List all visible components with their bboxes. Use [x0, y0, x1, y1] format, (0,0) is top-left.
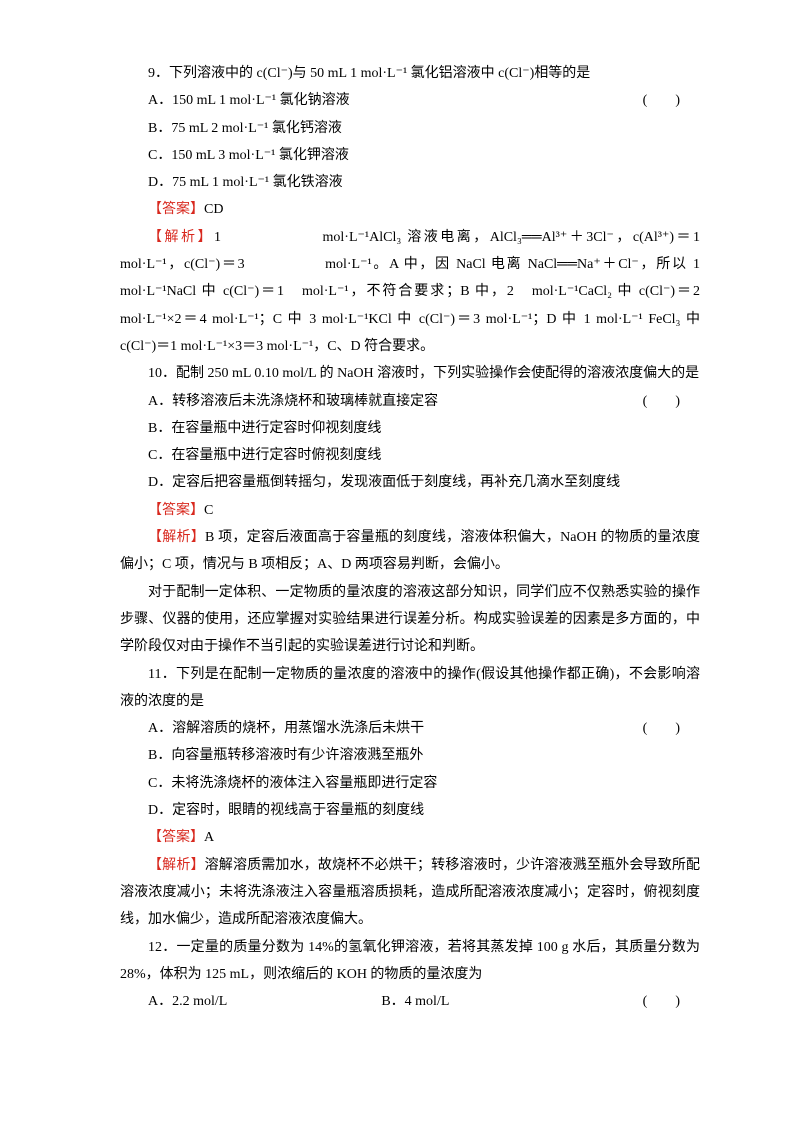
q10-answer-label: 【答案】	[148, 503, 204, 518]
q9-opt-a: A．150 mL 1 mol·L⁻¹ 氯化钠溶液	[120, 87, 700, 114]
q11-answer-label: 【答案】	[148, 830, 204, 845]
q10-opt-c: C．在容量瓶中进行定容时俯视刻度线	[120, 442, 700, 469]
q9-explain-label: 【解析】	[148, 230, 214, 245]
q9-answer-line: 【答案】CD	[120, 196, 700, 223]
q10-explain-label: 【解析】	[148, 530, 205, 545]
q11-answer-line: 【答案】A	[120, 824, 700, 851]
q10-note: 对于配制一定体积、一定物质的量浓度的溶液这部分知识，同学们应不仅熟悉实验的操作步…	[120, 579, 700, 661]
q11-paren: ( )	[643, 715, 680, 742]
q10-answer: C	[204, 503, 213, 518]
q10-stem: 10．配制 250 mL 0.10 mol/L 的 NaOH 溶液时，下列实验操…	[120, 360, 700, 387]
q9-explain-line: 【解析】1 mol·L⁻¹AlCl₃ 溶液电离，AlCl₃══Al³⁺＋3Cl⁻…	[120, 224, 700, 360]
q11-opt-a: A．溶解溶质的烧杯，用蒸馏水洗涤后未烘干	[120, 715, 700, 742]
q11-stem: 11．下列是在配制一定物质的量浓度的溶液中的操作(假设其他操作都正确)，不会影响…	[120, 661, 700, 716]
q11-opt-d: D．定容时，眼睛的视线高于容量瓶的刻度线	[120, 797, 700, 824]
q11-opt-b: B．向容量瓶转移溶液时有少许溶液溅至瓶外	[120, 742, 700, 769]
q9-answer: CD	[204, 202, 223, 217]
q11-explain-label: 【解析】	[148, 858, 205, 873]
q10-opt-a: A．转移溶液后未洗涤烧杯和玻璃棒就直接定容	[120, 388, 700, 415]
q9-stem: 9．下列溶液中的 c(Cl⁻)与 50 mL 1 mol·L⁻¹ 氯化铝溶液中 …	[120, 60, 700, 87]
q11-opt-c: C．未将洗涤烧杯的液体注入容量瓶即进行定容	[120, 770, 700, 797]
q9-opt-c: C．150 mL 3 mol·L⁻¹ 氯化钾溶液	[120, 142, 700, 169]
q9-explain: 1 mol·L⁻¹AlCl₃ 溶液电离，AlCl₃══Al³⁺＋3Cl⁻，c(A…	[120, 230, 700, 354]
q12-opt-a: A．2.2 mol/L	[120, 988, 381, 1015]
q9-paren: ( )	[643, 87, 680, 114]
q10-opt-b: B．在容量瓶中进行定容时仰视刻度线	[120, 415, 700, 442]
q12-paren: ( )	[643, 988, 680, 1015]
q10-opt-d: D．定容后把容量瓶倒转摇匀，发现液面低于刻度线，再补充几滴水至刻度线	[120, 469, 700, 496]
q12-stem: 12．一定量的质量分数为 14%的氢氧化钾溶液，若将其蒸发掉 100 g 水后，…	[120, 934, 700, 989]
q11-explain: 溶解溶质需加水，故烧杯不必烘干；转移溶液时，少许溶液溅至瓶外会导致所配溶液浓度减…	[120, 858, 700, 928]
q12-opts-row: A．2.2 mol/L B．4 mol/L	[120, 988, 643, 1015]
q9-answer-label: 【答案】	[148, 202, 204, 217]
q10-paren: ( )	[643, 388, 680, 415]
q10-explain: B 项，定容后液面高于容量瓶的刻度线，溶液体积偏大，NaOH 的物质的量浓度偏小…	[120, 530, 700, 572]
q11-answer: A	[204, 830, 214, 845]
q11-explain-line: 【解析】溶解溶质需加水，故烧杯不必烘干；转移溶液时，少许溶液溅至瓶外会导致所配溶…	[120, 852, 700, 934]
q9-opt-d: D．75 mL 1 mol·L⁻¹ 氯化铁溶液	[120, 169, 700, 196]
q10-explain-line: 【解析】B 项，定容后液面高于容量瓶的刻度线，溶液体积偏大，NaOH 的物质的量…	[120, 524, 700, 579]
q9-opt-b: B．75 mL 2 mol·L⁻¹ 氯化钙溶液	[120, 115, 700, 142]
q12-opt-b: B．4 mol/L	[381, 988, 449, 1015]
q10-answer-line: 【答案】C	[120, 497, 700, 524]
